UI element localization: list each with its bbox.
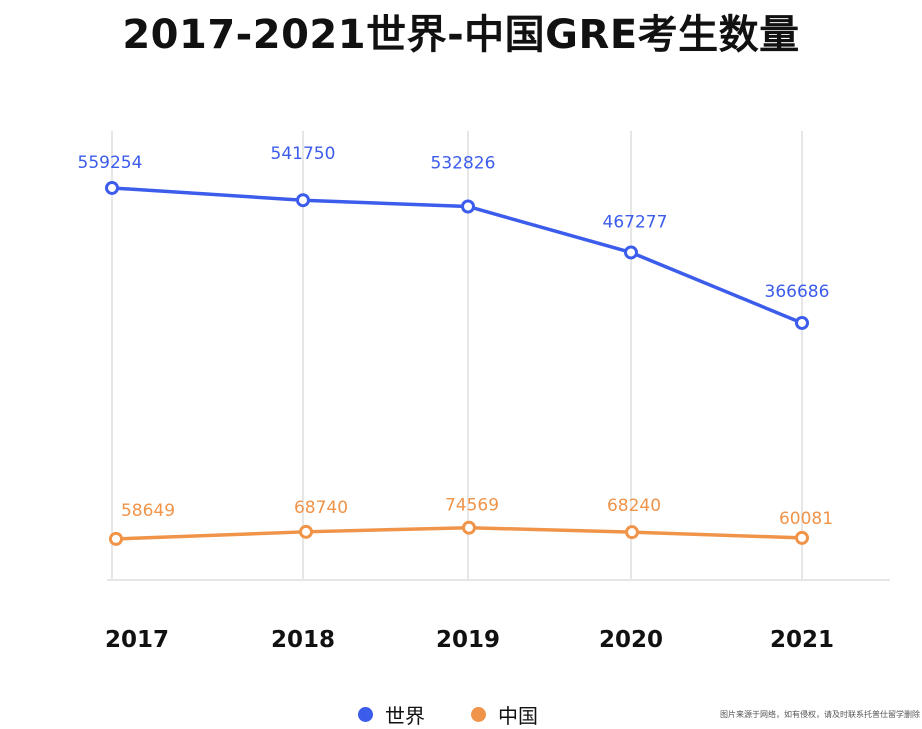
legend-label-china: 中国 (498, 704, 538, 728)
data-point-world-2021 (795, 315, 809, 330)
data-label-china-2018: 68740 (294, 498, 348, 518)
series-line-china (114, 525, 804, 541)
legend-item-world[interactable]: 世界 (358, 700, 425, 729)
x-tick-label-2018: 2018 (271, 627, 335, 653)
legend-dot-world (358, 707, 373, 722)
series-line-world (110, 186, 804, 325)
data-point-china-2018 (299, 524, 313, 539)
data-label-china-2017: 58649 (121, 501, 175, 521)
legend: 世界 中国 (358, 700, 584, 729)
data-point-china-2020 (625, 525, 639, 540)
data-label-china-2019: 74569 (445, 496, 499, 516)
data-point-china-2021 (795, 530, 809, 545)
data-label-china-2020: 68240 (607, 496, 661, 516)
x-tick-label-2019: 2019 (436, 627, 500, 653)
data-label-world-2021: 366686 (765, 282, 830, 302)
x-tick-label-2020: 2020 (599, 627, 663, 653)
legend-label-world: 世界 (385, 704, 425, 728)
data-label-china-2021: 60081 (779, 509, 833, 529)
data-point-world-2017 (105, 180, 119, 195)
x-tick-label-2021: 2021 (770, 627, 834, 653)
data-label-world-2019: 532826 (431, 153, 496, 173)
legend-item-china[interactable]: 中国 (471, 700, 538, 729)
data-label-world-2017: 559254 (78, 153, 143, 173)
data-label-world-2018: 541750 (271, 144, 336, 164)
legend-dot-china (471, 707, 486, 722)
data-point-china-2017 (109, 531, 123, 546)
data-point-world-2018 (296, 193, 310, 208)
data-point-china-2019 (462, 520, 476, 535)
x-tick-label-2017: 2017 (105, 627, 169, 653)
data-point-world-2020 (624, 245, 638, 260)
data-label-world-2020: 467277 (603, 212, 668, 232)
line-chart: 2017 2018 2019 2020 2021 559254 541750 532826 46… (78, 131, 890, 653)
source-watermark: 图片来源于网络，如有侵权，请及时联系托普仕留学删除 (720, 710, 920, 719)
data-point-world-2019 (461, 199, 475, 214)
chart-title: 2017-2021世界-中国GRE考生数量 (122, 12, 800, 58)
